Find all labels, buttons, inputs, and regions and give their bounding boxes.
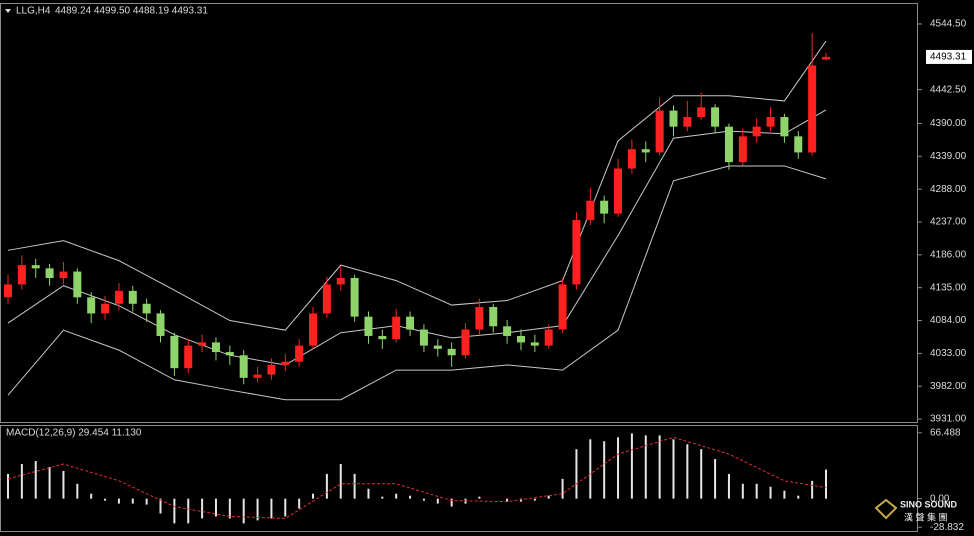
y-tick-label: 4339.00 [930,151,967,162]
macd-frame [0,425,918,532]
candle-body [822,56,830,60]
candle-body [87,297,96,314]
candle-body [780,117,789,137]
candle-body [45,268,54,279]
candle-body [447,348,456,356]
y-tick-label: 4288.00 [930,184,967,195]
candle-body [766,117,775,127]
y-tick-label: 4033.00 [930,348,967,359]
candle-body [475,306,484,330]
candle-body [655,110,664,153]
candle-body [697,107,706,118]
candle-body [198,342,207,346]
candle-body [808,65,817,153]
logo [874,498,898,520]
candle-body [627,149,636,169]
y-tick-label: 0.00 [930,493,950,504]
candle-body [156,313,165,336]
candle-body [530,342,539,346]
candle-body [309,313,318,346]
candle-body [73,271,82,298]
candle-body [267,364,276,375]
candle-body [461,329,470,356]
candle-body [17,265,26,285]
candle-body [738,136,747,163]
signal-line [7,436,827,519]
y-tick-label: 66.488 [930,428,961,439]
candle-body [128,290,137,304]
candle-body [322,284,331,314]
y-tick-label: 3982.00 [930,381,967,392]
candle-body [170,335,179,369]
quote: 4489.24 4499.50 4488.19 4493.31 [55,6,208,17]
candle-body [211,342,220,353]
candle-body [503,326,512,336]
y-tick-label: 4186.00 [930,249,967,260]
candle-body [253,374,262,378]
candle-body [239,355,248,378]
candle-body [433,345,442,349]
candle-body [724,126,733,163]
candle-body [669,110,678,127]
band-lower [7,165,827,401]
y-tick-label: 4135.00 [930,282,967,293]
candle-body [794,136,803,153]
candle-body [114,290,123,304]
candle-body [586,200,595,221]
price-tag-label: 4493.31 [930,52,967,63]
macd-title: MACD(12,26,9) 29.454 11.130 [6,428,142,439]
candle-body [350,278,359,317]
candle-body [295,345,304,362]
candle-body [378,335,387,340]
y-tick-label: -28.832 [930,522,964,533]
candle-body [336,278,345,285]
candle-body [364,316,373,336]
candle-body [281,361,290,365]
candle-body [641,149,650,153]
candle-body [516,335,525,343]
candle-body [600,200,609,214]
y-tick-label: 4390.00 [930,118,967,129]
candle-body [4,284,12,298]
y-tick-label: 4442.50 [930,84,967,95]
candle-body [392,316,401,340]
candle-body [59,271,68,279]
menu-arrow[interactable] [5,9,11,13]
candle-body [683,117,692,127]
candle-body [752,126,761,137]
candle-body [31,265,40,269]
candle-body [101,303,110,314]
y-tick-label: 4544.50 [930,19,967,30]
y-tick-label: 3931.00 [930,414,967,425]
watermark-name: SINO SOUND [900,499,958,509]
candle-body [544,329,553,346]
price-tag [926,49,972,64]
candle-body [614,168,623,214]
y-tick-label: 4084.00 [930,315,967,326]
candle-body [184,345,193,369]
candle-body [142,303,151,314]
symbol: LLG,H4 [16,6,51,17]
candle-body [225,352,234,356]
candle-body [558,284,567,330]
watermark: SINO SOUND 漢 聲 集 團 [874,498,958,522]
y-tick-label: 4237.00 [930,217,967,228]
watermark-chinese: 漢 聲 集 團 [904,511,948,522]
candle-body [406,316,415,330]
candle-body [489,306,498,327]
main-frame [0,3,918,423]
candle-body [419,329,428,346]
candle-body [711,107,720,127]
candle-body [572,220,581,285]
